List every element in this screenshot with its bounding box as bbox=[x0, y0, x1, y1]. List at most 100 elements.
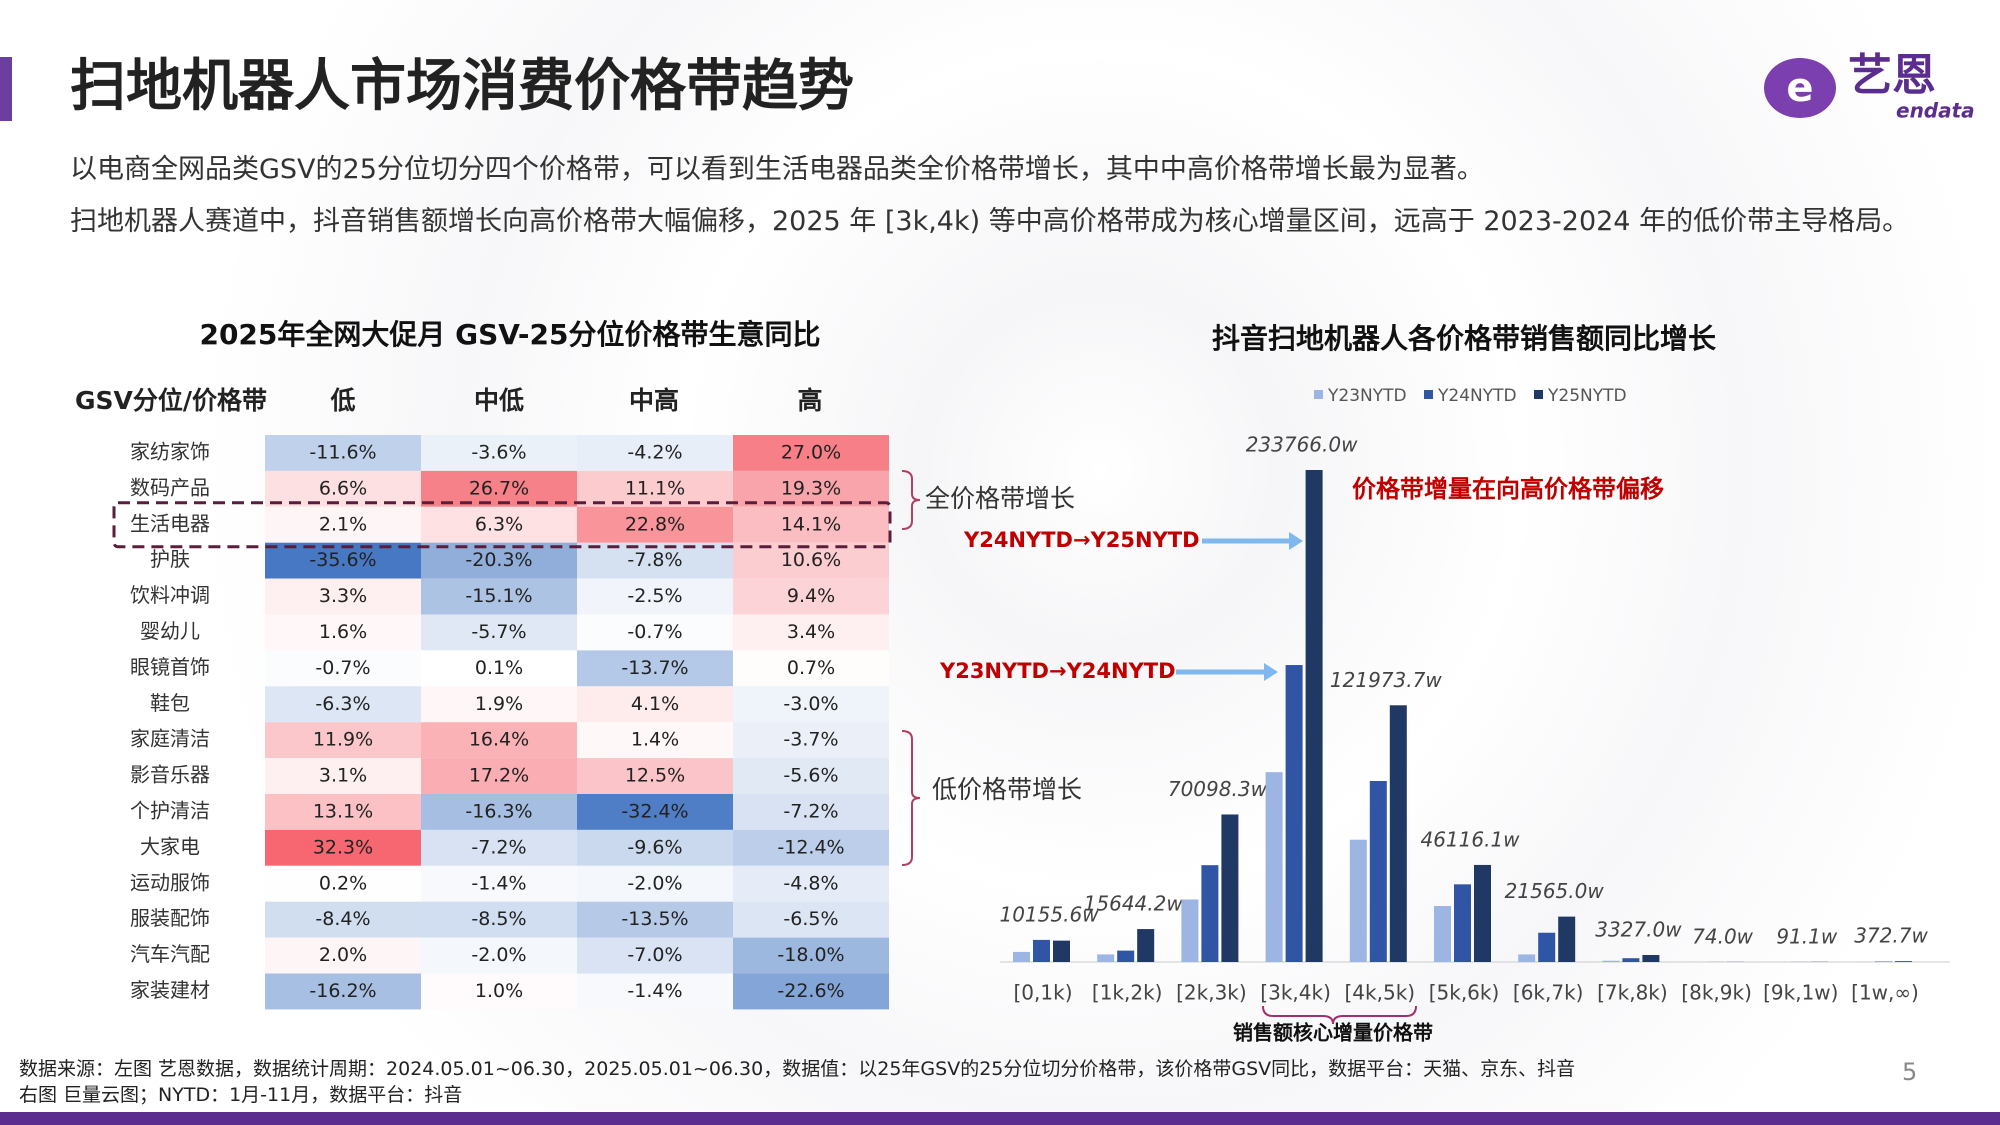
bar bbox=[1518, 954, 1536, 962]
logo-letter: e bbox=[1786, 65, 1813, 111]
bar bbox=[1434, 906, 1451, 962]
heat-cell bbox=[265, 506, 421, 543]
brace bbox=[901, 730, 921, 866]
value-label: 91.1w bbox=[1776, 924, 1838, 948]
cell-value: 1.9% bbox=[475, 693, 523, 715]
heat-cell bbox=[733, 973, 889, 1010]
cell-value: 1.0% bbox=[475, 980, 523, 1002]
cell-value: -7.2% bbox=[471, 836, 526, 858]
value-label: 70098.3w bbox=[1168, 777, 1268, 801]
cell-value: 2.0% bbox=[319, 944, 367, 966]
cell-value: 19.3% bbox=[781, 477, 841, 499]
cell-value: 6.3% bbox=[475, 513, 523, 535]
bar bbox=[1201, 865, 1219, 962]
cell-value: 22.8% bbox=[625, 513, 685, 535]
cell-value: -0.7% bbox=[315, 657, 370, 679]
arrow-head bbox=[1289, 532, 1303, 550]
chart-annotation: 销售额核心增量价格带 bbox=[1233, 1021, 1433, 1045]
cell-value: -3.7% bbox=[783, 729, 838, 751]
cell-value: 27.0% bbox=[781, 441, 841, 463]
cell-value: -1.4% bbox=[471, 872, 526, 894]
cell-value: 1.6% bbox=[319, 621, 367, 643]
highlight-box bbox=[112, 501, 892, 549]
heat-cell bbox=[421, 542, 577, 579]
logo-mark bbox=[1764, 58, 1836, 118]
cell-value: 11.9% bbox=[313, 729, 373, 751]
cell-value: -32.4% bbox=[621, 800, 688, 822]
cell-value: 17.2% bbox=[469, 765, 529, 787]
title-accent bbox=[0, 57, 12, 121]
description: 扫地机器人赛道中，抖音销售额增长向高价格带大幅偏移，2025 年 [3k,4k)… bbox=[70, 206, 1910, 237]
heat-cell bbox=[577, 794, 733, 830]
heat-cell bbox=[577, 506, 733, 543]
heat-cell bbox=[733, 865, 889, 902]
bar bbox=[1895, 961, 1912, 962]
cell-value: -6.5% bbox=[783, 908, 838, 930]
cell-value: -13.5% bbox=[621, 908, 688, 930]
row-label: 运动服饰 bbox=[130, 870, 210, 894]
column-header: 高 bbox=[797, 386, 822, 415]
heat-cell bbox=[265, 973, 421, 1010]
heat-cell bbox=[577, 722, 733, 759]
arrow-head bbox=[1264, 663, 1278, 681]
heat-cell bbox=[265, 542, 421, 579]
heat-cell bbox=[577, 614, 733, 651]
cell-value: -3.6% bbox=[471, 441, 526, 463]
x-tick-label: [7k,8k) bbox=[1597, 981, 1668, 1005]
heat-cell bbox=[733, 614, 889, 651]
bar bbox=[1538, 932, 1556, 962]
bar bbox=[1033, 939, 1050, 962]
heat-cell bbox=[421, 973, 577, 1010]
heat-cell bbox=[265, 865, 421, 902]
value-label: 46116.1w bbox=[1420, 827, 1520, 851]
heat-cell bbox=[265, 470, 421, 507]
column-header: GSV分位/价格带 bbox=[75, 386, 267, 415]
heat-cell bbox=[421, 650, 577, 687]
table-title: 2025年全网大促月 GSV-25分位价格带生意同比 bbox=[199, 318, 820, 351]
logo-brand: endata bbox=[1896, 99, 1975, 123]
cell-value: -1.4% bbox=[627, 980, 682, 1002]
cell-value: -9.6% bbox=[627, 836, 682, 858]
bar bbox=[1137, 929, 1155, 962]
bar bbox=[1622, 958, 1640, 962]
heat-cell bbox=[577, 650, 733, 687]
row-label: 婴幼儿 bbox=[140, 619, 200, 643]
heat-cell bbox=[265, 829, 421, 866]
value-label: 74.0w bbox=[1692, 924, 1754, 948]
heat-cell bbox=[421, 937, 577, 974]
cell-value: -0.7% bbox=[627, 621, 682, 643]
heat-cell bbox=[421, 794, 577, 830]
chart-annotation: Y24NYTD→Y25NYTD bbox=[963, 528, 1200, 552]
cell-value: 2.1% bbox=[319, 513, 367, 535]
heat-cell bbox=[421, 506, 577, 543]
footnote: 右图 巨量云图；NYTD：1月-11月，数据平台：抖音 bbox=[19, 1084, 463, 1106]
chart-annotation: Y23NYTD→Y24NYTD bbox=[939, 659, 1176, 683]
row-label: 饮料冲调 bbox=[130, 583, 210, 607]
bar bbox=[1474, 864, 1491, 962]
cell-value: -6.3% bbox=[315, 693, 370, 715]
cell-value: -3.0% bbox=[783, 693, 838, 715]
cell-value: -5.6% bbox=[783, 765, 838, 787]
heat-cell bbox=[733, 829, 889, 866]
cell-value: 3.3% bbox=[319, 585, 367, 607]
heat-cell bbox=[421, 614, 577, 651]
bar bbox=[1642, 954, 1660, 962]
cell-value: -20.3% bbox=[465, 549, 532, 571]
heat-cell bbox=[421, 758, 577, 794]
value-label: 233766.0w bbox=[1246, 433, 1358, 457]
heat-cell bbox=[733, 794, 889, 830]
page-title: 扫地机器人市场消费价格带趋势 bbox=[70, 54, 854, 119]
heat-cell bbox=[265, 722, 421, 759]
cell-value: 4.1% bbox=[631, 693, 679, 715]
bar bbox=[1558, 916, 1576, 962]
legend-swatch bbox=[1424, 390, 1433, 399]
row-label: 服装配饰 bbox=[130, 906, 210, 930]
x-tick-label: [1w,∞) bbox=[1851, 981, 1919, 1005]
heat-cell bbox=[577, 973, 733, 1010]
heat-cell bbox=[421, 470, 577, 507]
heat-cell bbox=[733, 650, 889, 687]
heat-cell bbox=[733, 506, 889, 543]
heat-cell bbox=[421, 435, 577, 471]
bracket bbox=[1262, 1005, 1417, 1025]
value-label: 10155.6w bbox=[999, 902, 1099, 926]
